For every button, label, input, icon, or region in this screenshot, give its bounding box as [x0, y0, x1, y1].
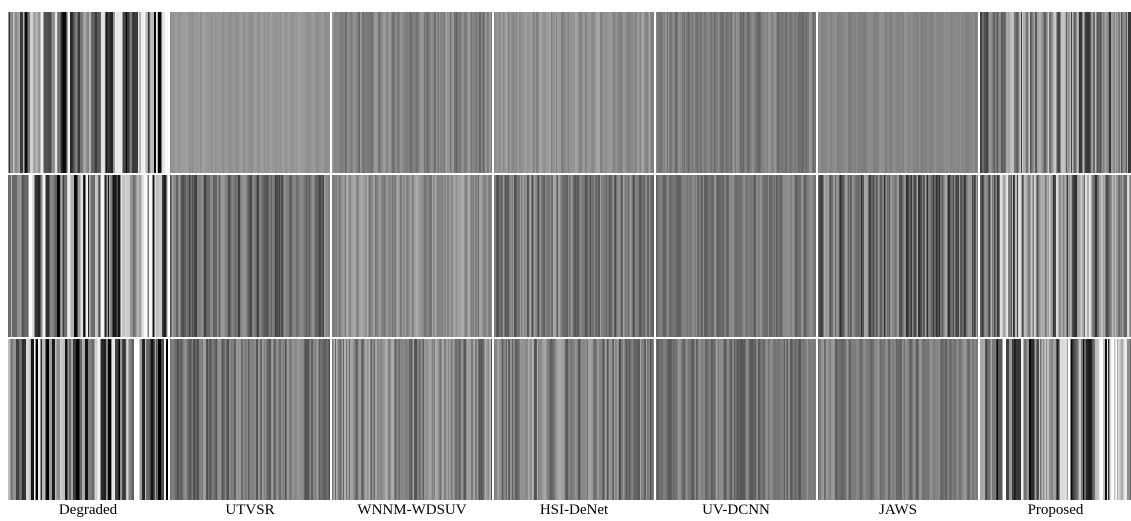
result-image [656, 12, 816, 173]
result-image [170, 175, 330, 337]
column-label: WNNM-WDSUV [332, 499, 492, 518]
result-image [332, 339, 492, 500]
result-image [494, 12, 654, 173]
result-image [170, 12, 330, 173]
result-image [980, 175, 1131, 337]
result-image [170, 339, 330, 500]
column-label: UTVSR [170, 499, 330, 518]
result-image [656, 339, 816, 500]
result-image [980, 339, 1131, 500]
result-image [332, 12, 492, 173]
result-image [494, 175, 654, 337]
column-label: Proposed [980, 499, 1131, 518]
column-label: UV-DCNN [656, 499, 816, 518]
result-image [656, 175, 816, 337]
result-image [494, 339, 654, 500]
result-image [818, 12, 978, 173]
result-image [818, 339, 978, 500]
result-image [980, 12, 1131, 173]
column-label: Degraded [8, 499, 168, 518]
figure: DegradedUTVSRWNNM-WDSUVHSI-DeNetUV-DCNNJ… [0, 0, 1131, 518]
column-label: HSI-DeNet [494, 499, 654, 518]
result-image [332, 175, 492, 337]
result-image [8, 12, 168, 173]
column-label: JAWS [818, 499, 978, 518]
result-image [818, 175, 978, 337]
result-image [8, 339, 168, 500]
result-image [8, 175, 168, 337]
